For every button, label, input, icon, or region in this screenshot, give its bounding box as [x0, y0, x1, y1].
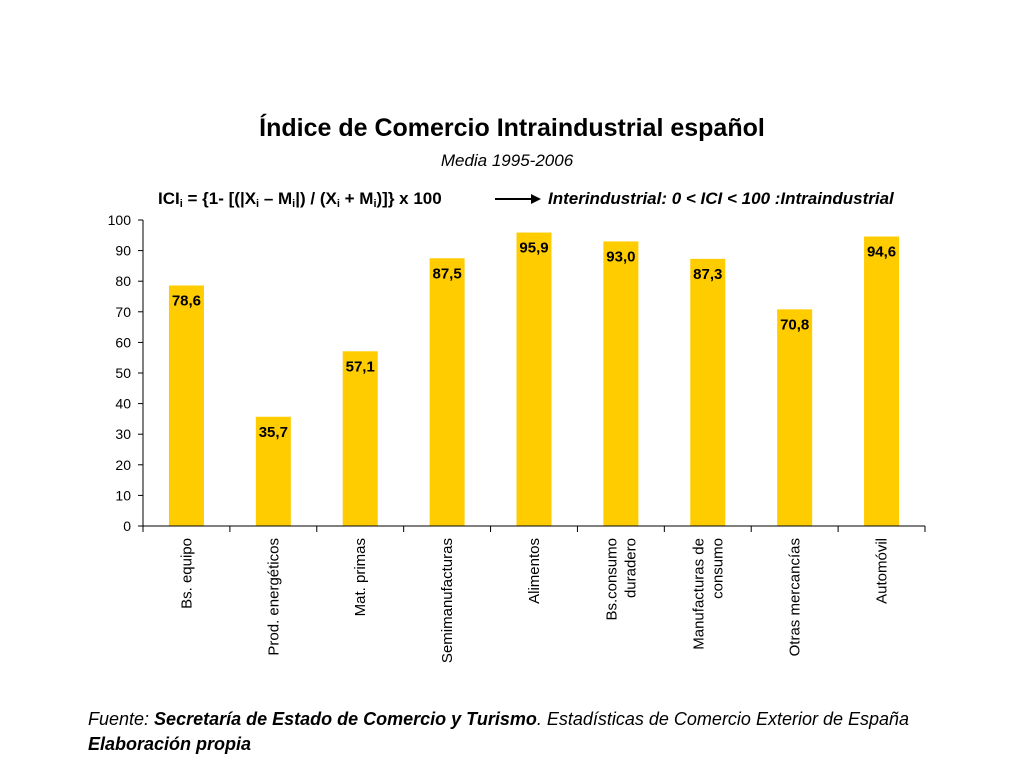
- formula-part: )]} x 100: [376, 189, 442, 208]
- y-tick-label: 90: [115, 243, 131, 259]
- y-tick-label: 0: [123, 518, 131, 534]
- source-note: Fuente: Secretaría de Estado de Comercio…: [88, 707, 909, 757]
- source-rest: . Estadísticas de Comercio Exterior de E…: [536, 709, 910, 729]
- y-tick-label: 70: [115, 304, 131, 320]
- formula-sub: i: [179, 198, 183, 210]
- chart-subtitle: Media 1995-2006: [440, 151, 574, 170]
- bar: [864, 236, 900, 527]
- y-tick-label: 20: [115, 457, 131, 473]
- formula-part: ICI: [158, 189, 180, 208]
- x-category-label: Alimentos: [526, 538, 543, 604]
- arrow-right-icon: [495, 194, 541, 204]
- data-label: 57,1: [346, 358, 375, 375]
- x-category-label: Bs. equipo: [178, 538, 195, 609]
- bar: [777, 309, 813, 526]
- chart-title: Índice de Comercio Intraindustrial españ…: [259, 114, 765, 142]
- y-tick-label: 10: [115, 487, 131, 503]
- data-label: 94,6: [867, 244, 896, 261]
- data-label: 35,7: [259, 424, 288, 441]
- x-category-label: Otras mercancías: [787, 538, 804, 656]
- formula-sub: i: [336, 198, 340, 210]
- bar: [516, 232, 552, 526]
- formula-sub: i: [292, 198, 296, 210]
- bar: [603, 241, 639, 527]
- x-category-label: Prod. energéticos: [265, 538, 282, 656]
- x-category-label: consumo: [709, 538, 726, 599]
- bar: [168, 285, 204, 526]
- y-tick-label: 50: [115, 365, 131, 381]
- y-tick-label: 80: [115, 273, 131, 289]
- bar: [429, 258, 465, 526]
- formula-sub: i: [373, 198, 377, 210]
- data-label: 70,8: [780, 316, 809, 333]
- data-label: 93,0: [606, 248, 635, 265]
- x-category-label: Semimanufacturas: [439, 538, 456, 663]
- x-category-label: duradero: [622, 538, 639, 598]
- source-line-2: Elaboración propia: [88, 732, 909, 757]
- y-tick-label: 30: [115, 426, 131, 442]
- data-label: 95,9: [519, 240, 548, 257]
- x-category-label: Mat. primas: [352, 538, 369, 616]
- y-tick-label: 60: [115, 334, 131, 350]
- x-category-label: Bs.consumo: [603, 538, 620, 621]
- formula-part: – M: [259, 189, 293, 208]
- x-category-label: Manufacturas de: [690, 538, 707, 650]
- y-tick-label: 40: [115, 396, 131, 412]
- data-label: 78,6: [172, 292, 201, 309]
- ici-formula: ICIi = {1- [(|Xi – Mi|) / (Xi + Mi)]} x …: [158, 189, 442, 210]
- bar: [690, 258, 726, 526]
- bar: [342, 351, 378, 526]
- formula-part: + M: [339, 189, 374, 208]
- y-tick-label: 100: [108, 212, 132, 228]
- data-label: 87,3: [693, 266, 722, 283]
- source-org: Secretaría de Estado de Comercio y Turis…: [154, 709, 537, 729]
- formula-part: = {1- [(|X: [182, 189, 257, 208]
- source-label: Fuente:: [88, 709, 155, 729]
- source-line-1: Fuente: Secretaría de Estado de Comercio…: [88, 707, 909, 732]
- formula-part: |) / (X: [295, 189, 337, 208]
- x-category-label: Automóvil: [874, 538, 891, 604]
- source-credit: Elaboración propia: [88, 734, 252, 754]
- interindustrial-note: Interindustrial: 0 < ICI < 100 :Intraind…: [548, 189, 894, 208]
- formula-sub: i: [256, 198, 260, 210]
- bar: [255, 416, 291, 526]
- data-label: 87,5: [433, 265, 462, 282]
